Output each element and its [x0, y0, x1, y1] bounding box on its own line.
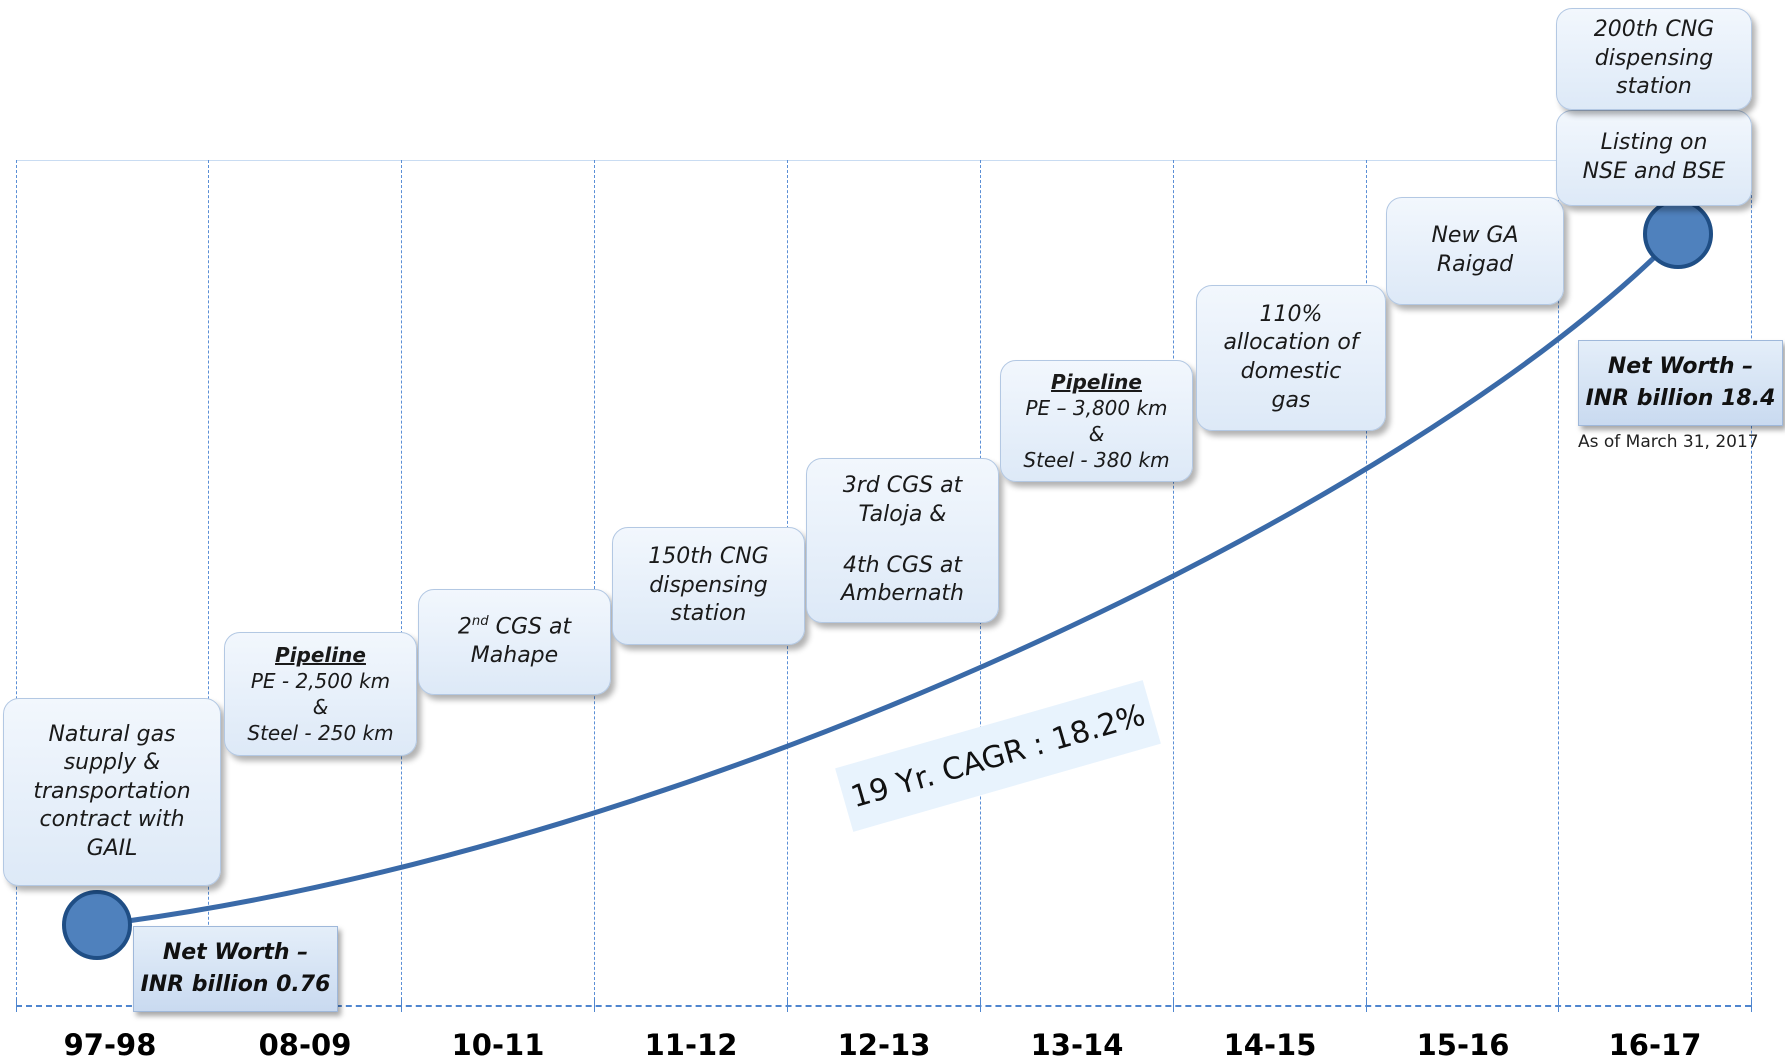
year-label: 16-17 [1608, 1028, 1702, 1062]
axis-tick [594, 998, 595, 1012]
grid-line [1173, 160, 1174, 1005]
milestone-box-new-ga-raigad: New GA Raigad [1386, 197, 1564, 305]
milestone-text: domestic [1240, 359, 1342, 384]
end-node [1643, 199, 1713, 269]
milestone-box-listing: Listing on NSE and BSE [1556, 110, 1752, 206]
axis-tick [1751, 998, 1752, 1012]
milestone-text: & [312, 695, 329, 719]
top-border-line [16, 160, 1751, 161]
milestone-box-domestic-gas: 110% allocation of domestic gas [1196, 285, 1386, 431]
milestone-text: Natural gas [48, 721, 176, 747]
axis-tick [1173, 998, 1174, 1012]
year-label: 97-98 [63, 1028, 157, 1062]
milestone-box-gail-contract: Natural gas supply & transportation cont… [3, 698, 221, 886]
milestone-text: supply & [63, 750, 161, 776]
milestone-text: 110% [1259, 301, 1323, 327]
year-label: 13-14 [1030, 1028, 1124, 1062]
time-axis [16, 1005, 1751, 1007]
grid-line [208, 160, 209, 1005]
milestone-text-rest: CGS at [488, 614, 572, 640]
net-worth-end-line1: Net Worth – [1607, 354, 1754, 380]
cagr-curve-path [96, 232, 1680, 928]
net-worth-end-value: INR billion 18.4 [1585, 386, 1776, 411]
net-worth-start-box: Net Worth – INR billion 0.76 [133, 926, 338, 1012]
axis-tick [16, 998, 17, 1012]
milestone-text: allocation of [1223, 330, 1359, 356]
grid-line [1558, 160, 1559, 1005]
milestone-text: contract with [39, 807, 185, 833]
grid-line [16, 160, 17, 1005]
axis-tick [787, 998, 788, 1012]
milestone-title: Pipeline [275, 643, 366, 667]
axis-tick [401, 998, 402, 1012]
milestone-text: 3rd CGS at [842, 473, 963, 499]
axis-tick [1366, 998, 1367, 1012]
grid-line [594, 160, 595, 1005]
year-label: 08-09 [258, 1028, 352, 1062]
net-worth-start-value: INR billion 0.76 [140, 972, 331, 997]
milestone-text: dispensing [649, 572, 768, 598]
milestone-box-pipeline-0809: Pipeline PE - 2,500 km & Steel - 250 km [224, 632, 417, 756]
year-label: 10-11 [451, 1028, 545, 1062]
milestone-text: gas [1271, 387, 1311, 413]
milestone-box-pipeline-1314: Pipeline PE – 3,800 km & Steel - 380 km [1000, 360, 1193, 482]
start-node [62, 890, 132, 960]
milestone-text: 4th CGS at [842, 552, 963, 578]
milestone-text: 150th CNG [648, 544, 769, 570]
net-worth-end-box: Net Worth – INR billion 18.4 [1578, 340, 1783, 426]
milestone-text-prefix: 2 [457, 614, 472, 640]
milestone-text: & [1088, 422, 1105, 446]
milestone-text: dispensing [1594, 45, 1714, 71]
milestone-text: PE - 2,500 km [250, 669, 391, 693]
milestone-text-sup: nd [471, 614, 489, 630]
year-label: 15-16 [1416, 1028, 1510, 1062]
milestone-box-cgs-taloja-ambernath: 3rd CGS at Taloja & 4th CGS at Ambernath [806, 458, 999, 623]
milestone-text: Steel - 250 km [247, 721, 394, 745]
axis-tick [1558, 998, 1559, 1012]
milestone-box-cgs-mahape: 2nd CGS at Mahape [418, 589, 611, 695]
milestone-text: New GA [1431, 223, 1519, 249]
milestone-text: station [1616, 74, 1692, 100]
grid-line [1751, 160, 1752, 1005]
milestone-text: PE – 3,800 km [1025, 396, 1168, 420]
milestone-text: GAIL [86, 835, 138, 861]
milestone-text: Ambernath [840, 581, 965, 607]
milestone-box-150th-cng: 150th CNG dispensing station [612, 527, 805, 645]
grid-line [1366, 160, 1367, 1005]
milestone-title: Pipeline [1051, 370, 1142, 394]
milestone-text: Raigad [1436, 252, 1514, 277]
milestone-text: 2nd CGS at [458, 613, 571, 642]
as-of-date: As of March 31, 2017 [1578, 432, 1759, 452]
milestone-text: station [670, 601, 747, 627]
milestone-text: Steel - 380 km [1023, 448, 1170, 472]
milestone-text: Taloja & [858, 501, 947, 527]
year-label: 12-13 [837, 1028, 931, 1062]
milestone-text: Listing on [1600, 130, 1708, 156]
milestone-box-200th-cng: 200th CNG dispensing station [1556, 8, 1752, 110]
year-label: 11-12 [644, 1028, 738, 1062]
milestone-text: NSE and BSE [1582, 159, 1726, 184]
milestone-text: Mahape [470, 643, 559, 669]
grid-line [401, 160, 402, 1005]
milestone-text: 200th CNG [1593, 17, 1715, 43]
axis-tick [980, 998, 981, 1012]
year-label: 14-15 [1223, 1028, 1317, 1062]
net-worth-start-line1: Net Worth – [162, 940, 309, 966]
milestone-text: transportation [33, 778, 191, 804]
